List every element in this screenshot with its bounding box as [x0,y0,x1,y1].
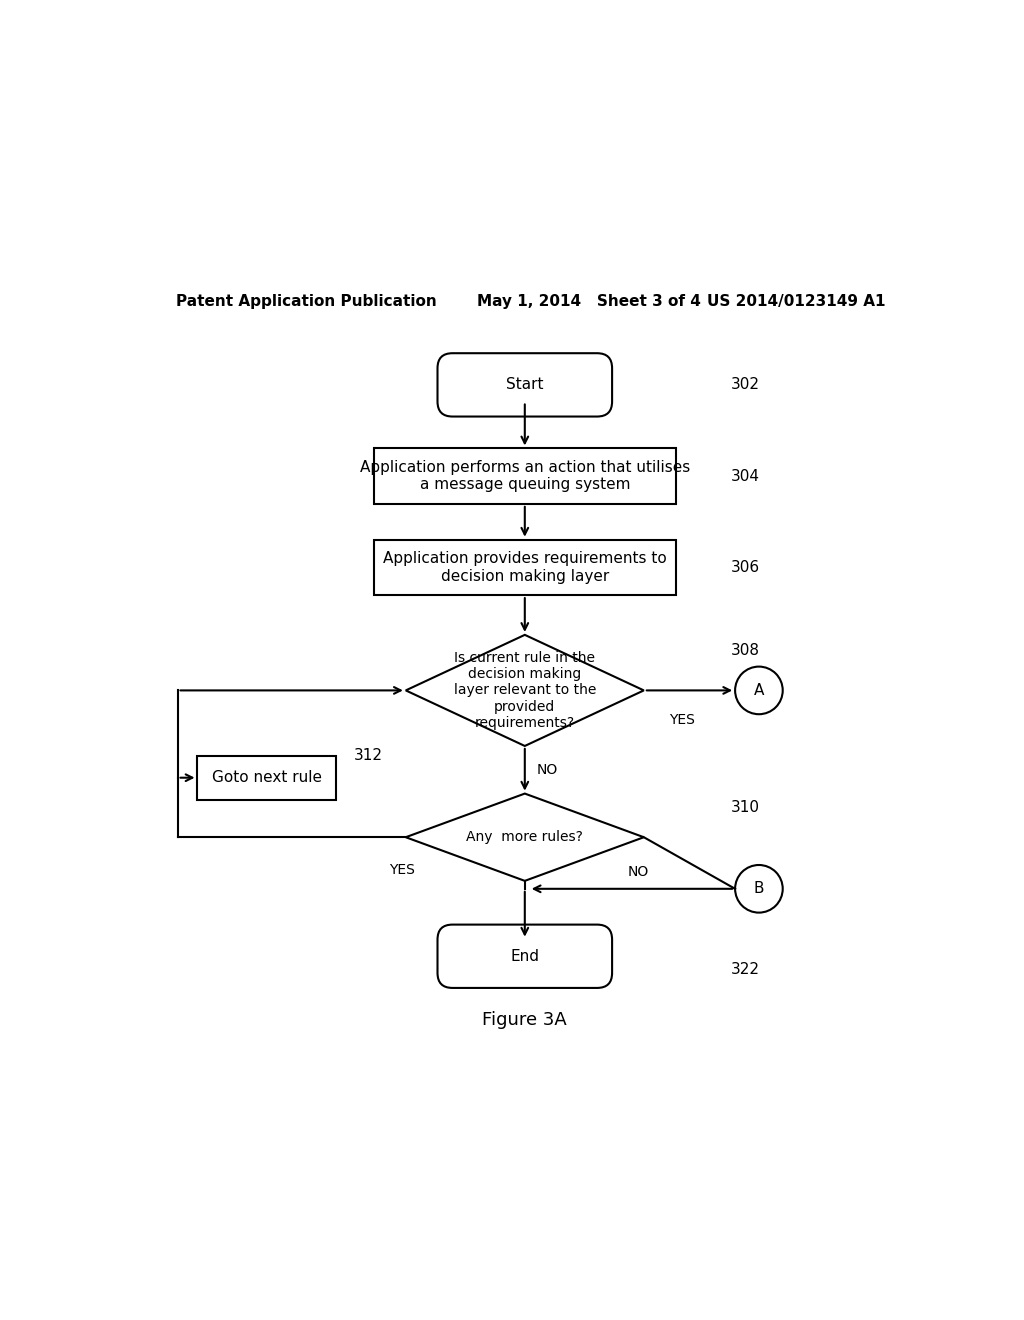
Text: Figure 3A: Figure 3A [482,1011,567,1028]
Bar [374,540,676,595]
Text: Is current rule in the
decision making
layer relevant to the
provided
requiremen: Is current rule in the decision making l… [454,651,596,730]
Text: May 1, 2014   Sheet 3 of 4: May 1, 2014 Sheet 3 of 4 [477,294,701,309]
Text: A: A [754,682,764,698]
Text: Application provides requirements to
decision making layer: Application provides requirements to dec… [383,552,667,583]
Text: US 2014/0123149 A1: US 2014/0123149 A1 [708,294,886,309]
Text: NO: NO [628,866,648,879]
Text: YES: YES [389,862,415,876]
FancyBboxPatch shape [437,354,612,417]
Polygon shape [406,793,644,880]
Bar [198,756,336,800]
Bar [374,449,676,504]
Text: Application performs an action that utilises
a message queuing system: Application performs an action that util… [359,459,690,492]
Text: 308: 308 [731,643,760,659]
FancyBboxPatch shape [437,924,612,987]
Text: 312: 312 [354,748,383,763]
Polygon shape [406,635,644,746]
Text: Patent Application Publication: Patent Application Publication [176,294,436,309]
Circle shape [735,667,782,714]
Text: NO: NO [537,763,558,776]
Text: End: End [510,949,540,964]
Text: Goto next rule: Goto next rule [212,770,322,785]
Text: YES: YES [669,713,694,726]
Text: 302: 302 [731,378,760,392]
Text: Any  more rules?: Any more rules? [466,830,584,845]
Circle shape [735,865,782,912]
Text: 306: 306 [731,560,760,576]
Text: Start: Start [506,378,544,392]
Text: 310: 310 [731,800,760,814]
Text: B: B [754,882,764,896]
Text: 322: 322 [731,962,760,977]
Text: 304: 304 [731,469,760,483]
